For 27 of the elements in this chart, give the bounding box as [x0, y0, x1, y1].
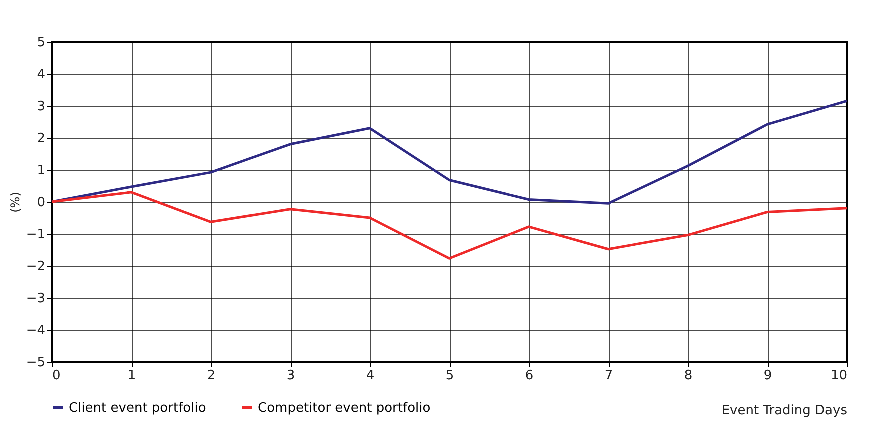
x-tick-label: 1 — [128, 368, 136, 384]
legend-label: Client event portfolio — [69, 400, 206, 416]
x-tick-label: 7 — [604, 368, 614, 384]
y-tick-label: −1 — [26, 228, 46, 242]
y-tick-label: 0 — [37, 196, 46, 210]
x-tick-label: 8 — [684, 368, 693, 384]
y-tick-label: 3 — [37, 100, 46, 114]
x-tick-label: 2 — [207, 368, 216, 384]
y-tick-label: 4 — [37, 68, 46, 82]
line-series — [50, 191, 848, 260]
y-tick-label: −2 — [26, 260, 46, 274]
x-tick-label: 10 — [830, 368, 848, 384]
y-tick-label: −3 — [26, 292, 46, 306]
x-tick-label: 5 — [446, 368, 454, 384]
y-tick-label: 2 — [37, 132, 46, 146]
x-axis-title: Event Trading Days — [722, 404, 848, 418]
x-tick-label: 4 — [366, 368, 375, 384]
y-tick-label: −5 — [26, 356, 46, 370]
legend-label: Competitor event portfolio — [258, 400, 431, 416]
y-tick-label: 1 — [37, 164, 46, 178]
x-tick-label: 3 — [286, 368, 296, 384]
x-tick-label: 0 — [52, 368, 61, 384]
y-axis-title: (%) — [8, 192, 22, 213]
x-tick-label: 9 — [764, 368, 772, 384]
x-tick-label: 6 — [525, 368, 534, 384]
y-tick-label: −4 — [26, 324, 46, 338]
y-tick-label: 5 — [37, 36, 46, 50]
